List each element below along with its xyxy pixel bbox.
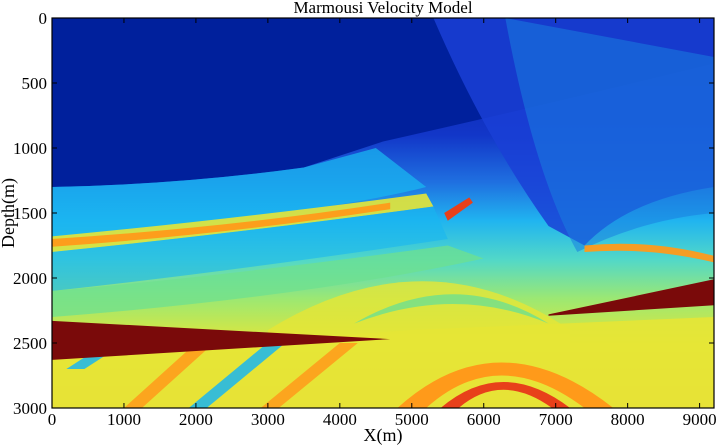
- y-tick-label: 2000: [13, 269, 47, 288]
- y-tick-label: 0: [39, 9, 48, 28]
- layer-right-orange: [584, 243, 714, 263]
- x-tick-label: 7000: [539, 410, 573, 429]
- layer-right-mid: [505, 18, 714, 252]
- layer-salt-left: [52, 320, 391, 360]
- y-axis-label: Depth(m): [0, 178, 19, 248]
- x-tick-label: 0: [48, 410, 57, 429]
- layer-thin-red: [444, 197, 473, 221]
- y-tick-label: 500: [22, 74, 48, 93]
- layer-deep-stripe-2: [188, 336, 294, 408]
- layer-left-orange: [52, 202, 391, 247]
- y-tick-label: 2500: [13, 334, 47, 353]
- y-tick-label: 1000: [13, 139, 47, 158]
- x-tick-label: 1000: [107, 410, 141, 429]
- x-axis: 0 1000 2000 3000 4000 5000 6000 7000 8000 9000: [48, 18, 717, 429]
- layer-left-yellow-lower: [52, 245, 484, 317]
- x-tick-label: 5000: [395, 410, 429, 429]
- layer-deep-dome-orange: [397, 362, 614, 408]
- y-tick-label: 3000: [13, 399, 47, 418]
- x-axis-label: X(m): [364, 425, 403, 446]
- y-tick-label: 1500: [13, 204, 47, 223]
- x-tick-label: 6000: [467, 410, 501, 429]
- layer-deep-stripe-1: [124, 336, 222, 408]
- layer-left-cyan: [52, 148, 427, 239]
- x-tick-label: 9000: [683, 410, 717, 429]
- layer-deep-stripe-3: [260, 343, 358, 408]
- layer-left-green: [52, 206, 448, 291]
- x-tick-label: 2000: [179, 410, 213, 429]
- layer-salt-right: [548, 279, 714, 316]
- layer-deep-dome-red: [440, 382, 571, 408]
- plot-area: [52, 18, 714, 408]
- x-tick-label: 3000: [251, 410, 285, 429]
- layer-dome-inner: [354, 294, 549, 324]
- velocity-layers: [52, 18, 714, 408]
- chart-title: Marmousi Velocity Model: [293, 0, 472, 17]
- x-tick-label: 8000: [611, 410, 645, 429]
- x-tick-label: 4000: [323, 410, 357, 429]
- y-axis: 0 500 1000 1500 2000 2500 3000: [13, 9, 714, 418]
